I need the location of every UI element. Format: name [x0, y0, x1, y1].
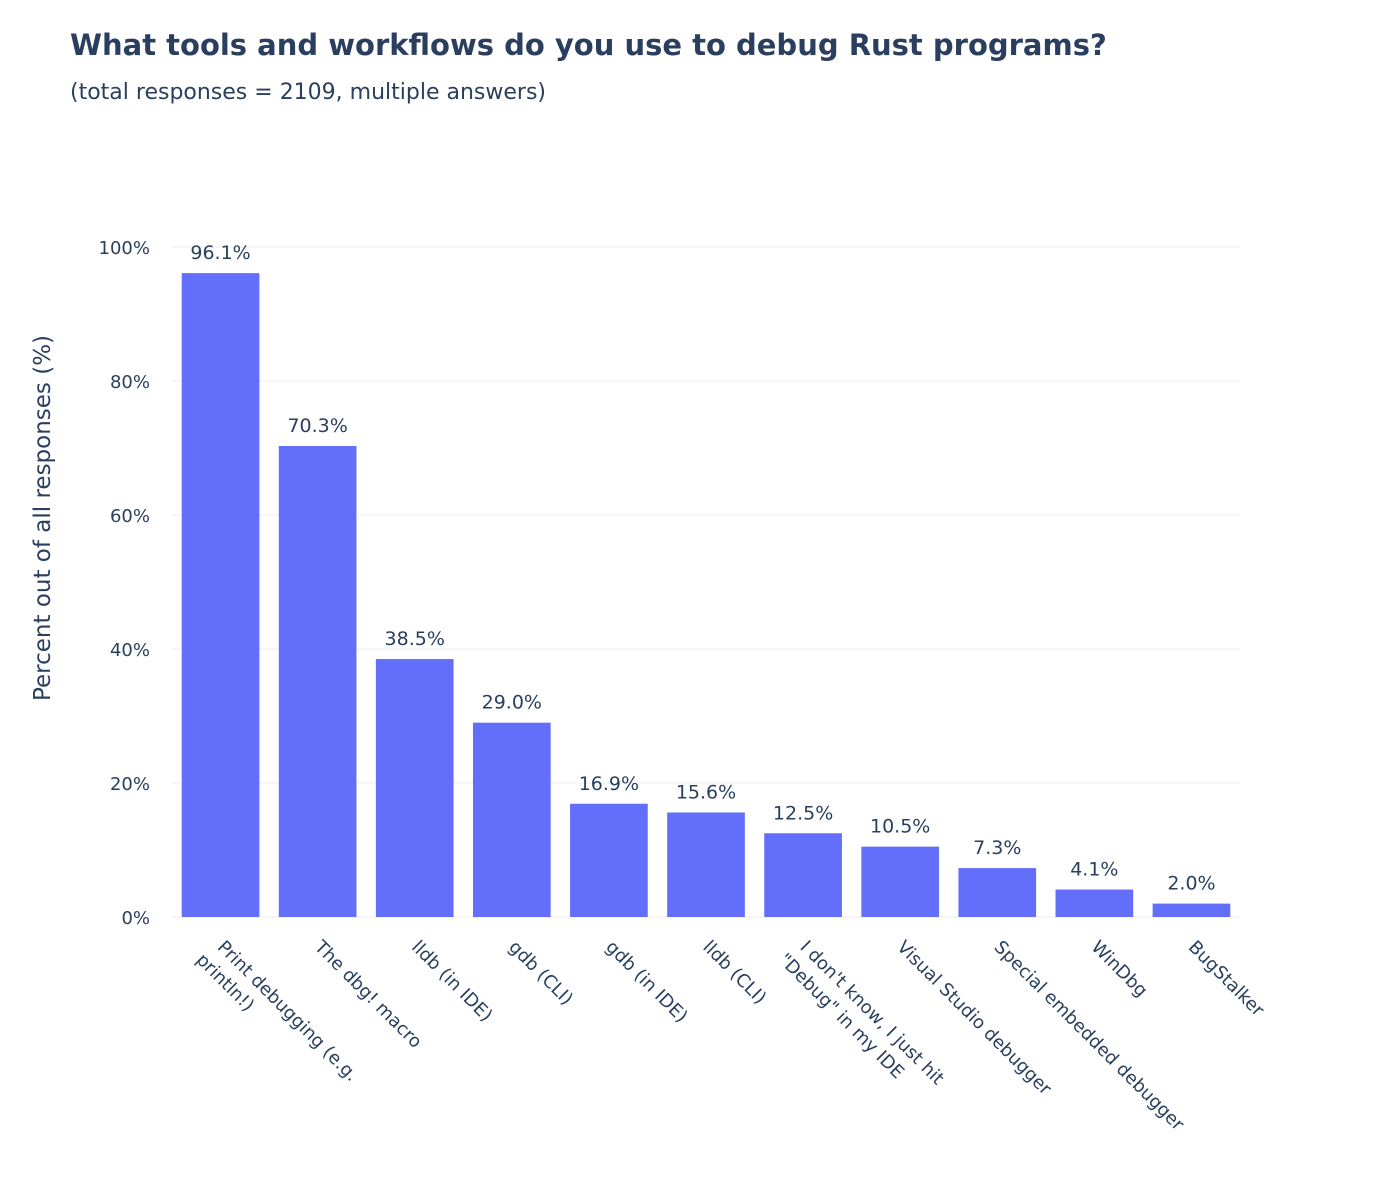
y-tick-label: 40% [110, 640, 150, 661]
x-tick-label: gdb (in IDE) [601, 937, 691, 1027]
bar-value-label: 10.5% [870, 816, 930, 838]
x-tick-label-line: Visual Studio debugger [893, 937, 1056, 1100]
y-tick-label: 100% [99, 238, 150, 259]
bar [1152, 903, 1231, 917]
bar-value-label: 4.1% [1070, 859, 1118, 881]
x-tick-label: Special embedded debugger [990, 937, 1189, 1136]
bar-value-label: 29.0% [482, 692, 542, 714]
bar [764, 833, 842, 917]
bar-value-label: 7.3% [973, 837, 1021, 859]
x-tick-label: WinDbg [1087, 937, 1152, 1002]
y-tick-label: 20% [110, 774, 150, 795]
bar-value-label: 2.0% [1167, 873, 1215, 895]
bar-value-label: 38.5% [385, 628, 445, 650]
x-tick-label-line: gdb (in IDE) [601, 937, 691, 1027]
bar [861, 846, 940, 917]
chart-title: What tools and workflows do you use to d… [70, 28, 1107, 62]
x-tick-label-line: Special embedded debugger [990, 937, 1189, 1136]
y-tick-label: 80% [110, 372, 150, 393]
bar-value-label: 12.5% [773, 802, 833, 824]
bar [472, 722, 551, 917]
bar [958, 868, 1037, 917]
bar-value-label: 15.6% [676, 781, 736, 803]
bar [570, 803, 648, 917]
y-axis-title: Percent out of all responses (%) [30, 335, 56, 701]
x-tick-label-line: lldb (in IDE) [407, 937, 496, 1026]
bar [1055, 889, 1134, 917]
x-tick-label: gdb (CLI) [504, 937, 577, 1010]
bar-value-label: 96.1% [190, 242, 250, 264]
chart-subtitle: (total responses = 2109, multiple answer… [70, 80, 546, 105]
x-tick-label: Visual Studio debugger [893, 937, 1056, 1100]
bar-value-label: 70.3% [287, 415, 347, 437]
x-tick-label: BugStalker [1184, 937, 1269, 1022]
x-tick-label: lldb (in IDE) [407, 937, 496, 1026]
bars [181, 273, 1231, 917]
bar-value-label: 16.9% [579, 773, 639, 795]
y-tick-label: 60% [110, 506, 150, 527]
bar [181, 273, 260, 917]
x-axis-ticks: Print debugging (e.g.println!) The dbg! m… [192, 936, 1269, 1136]
x-tick-label-line: BugStalker [1184, 937, 1269, 1022]
x-tick-label-line: WinDbg [1087, 937, 1152, 1002]
x-tick-label: lldb (CLI) [698, 937, 770, 1009]
bar-value-labels: 96.1% 70.3% 38.5% 29.0% 16.9% 15.6% 12.5% 10.5%… [190, 242, 1215, 894]
bar [667, 812, 745, 917]
y-tick-label: 0% [121, 908, 150, 929]
x-tick-label-line: lldb (CLI) [698, 937, 770, 1009]
bar [278, 445, 357, 917]
x-tick-label-line: gdb (CLI) [504, 937, 577, 1010]
y-axis-ticks: 0% 20% 40% 60% 80% 100% [99, 238, 150, 929]
bar [375, 659, 454, 917]
